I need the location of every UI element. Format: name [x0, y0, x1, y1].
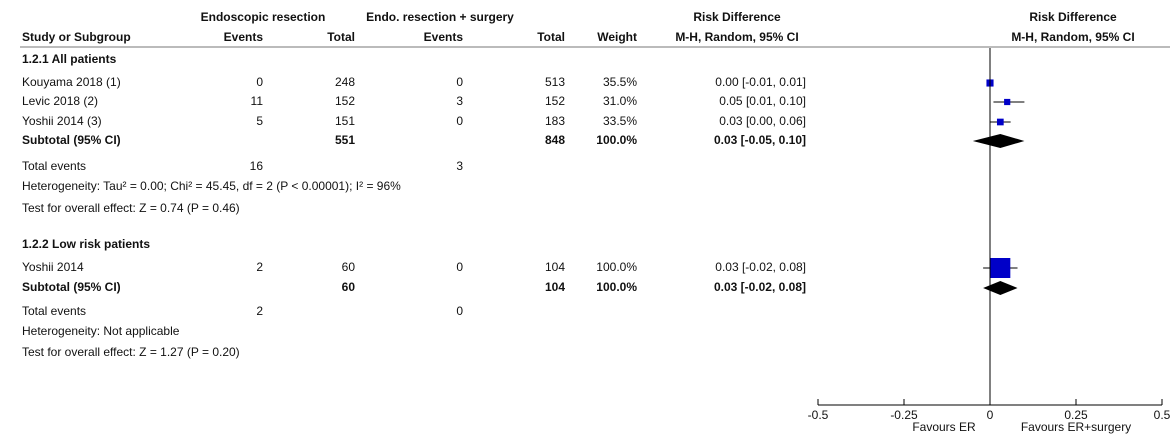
subgroup-title: 1.2.2 Low risk patients	[22, 237, 150, 251]
column-header: Events	[424, 30, 464, 44]
cell: 0	[456, 304, 463, 318]
cell: 60	[342, 280, 356, 294]
column-header: Total	[327, 30, 355, 44]
cell: 152	[545, 94, 565, 108]
cell: Subtotal (95% CI)	[22, 133, 121, 147]
favours-left: Favours ER	[912, 420, 976, 434]
cell: Yoshii 2014	[22, 260, 84, 274]
cell: Total events	[22, 304, 86, 318]
cell: Yoshii 2014 (3)	[22, 114, 102, 128]
cell: 11	[251, 94, 264, 108]
cell: 0.03 [-0.02, 0.08]	[715, 260, 806, 274]
cell: 848	[545, 133, 565, 147]
subtotal-diamond	[983, 281, 1018, 295]
cell: 0.00 [-0.01, 0.01]	[715, 75, 806, 89]
study-square	[990, 258, 1011, 278]
cell: 0	[456, 260, 463, 274]
study-square	[996, 118, 1004, 126]
cell: 0	[256, 75, 263, 89]
cell: 152	[335, 94, 355, 108]
cell: Total events	[22, 159, 86, 173]
x-tick-label: -0.5	[808, 408, 829, 422]
cell: 183	[545, 114, 565, 128]
cell: 0.03 [-0.02, 0.08]	[714, 280, 806, 294]
cell: 0	[456, 114, 463, 128]
cell: 2	[256, 260, 263, 274]
subtotal-diamond	[972, 134, 1025, 148]
x-tick-label: 0.25	[1064, 408, 1088, 422]
cell: 551	[335, 133, 355, 147]
column-header: Events	[224, 30, 264, 44]
cell: 3	[456, 159, 463, 173]
column-group: Risk Difference	[1029, 10, 1117, 24]
column-header: Total	[537, 30, 565, 44]
cell: 0	[456, 75, 463, 89]
cell: Subtotal (95% CI)	[22, 280, 121, 294]
x-tick-label: 0.5	[1154, 408, 1171, 422]
heterogeneity: Heterogeneity: Not applicable	[22, 324, 180, 338]
subgroup-title: 1.2.1 All patients	[22, 52, 117, 66]
cell: Levic 2018 (2)	[22, 94, 98, 108]
overall-effect: Test for overall effect: Z = 1.27 (P = 0…	[22, 345, 240, 359]
favours-right: Favours ER+surgery	[1021, 420, 1131, 434]
cell: 513	[545, 75, 565, 89]
cell: 3	[456, 94, 463, 108]
column-header: M-H, Random, 95% CI	[675, 30, 798, 44]
cell: 100.0%	[596, 133, 637, 147]
column-group: Risk Difference	[693, 10, 781, 24]
cell: 33.5%	[603, 114, 637, 128]
cell: 151	[335, 114, 355, 128]
cell: 16	[250, 159, 264, 173]
cell: 5	[256, 114, 263, 128]
cell: 100.0%	[596, 280, 637, 294]
column-group: Endoscopic resection	[201, 10, 326, 24]
cell: 60	[342, 260, 356, 274]
cell: 0.03 [-0.05, 0.10]	[714, 133, 806, 147]
column-group: Endo. resection + surgery	[366, 10, 514, 24]
heterogeneity: Heterogeneity: Tau² = 0.00; Chi² = 45.45…	[22, 179, 401, 193]
cell: 0.03 [0.00, 0.06]	[719, 114, 806, 128]
x-tick-label: 0	[987, 408, 994, 422]
cell: 100.0%	[596, 260, 637, 274]
x-tick-label: -0.25	[890, 408, 918, 422]
column-header: Study or Subgroup	[22, 30, 131, 44]
study-square	[1004, 98, 1011, 106]
cell: 2	[256, 304, 263, 318]
cell: 104	[545, 260, 565, 274]
cell: 104	[545, 280, 565, 294]
cell: 31.0%	[603, 94, 637, 108]
cell: Kouyama 2018 (1)	[22, 75, 121, 89]
overall-effect: Test for overall effect: Z = 0.74 (P = 0…	[22, 201, 240, 215]
cell: 248	[335, 75, 355, 89]
column-header: M-H, Random, 95% CI	[1011, 30, 1134, 44]
column-header: Weight	[597, 30, 637, 44]
cell: 0.05 [0.01, 0.10]	[719, 94, 806, 108]
cell: 35.5%	[603, 75, 637, 89]
